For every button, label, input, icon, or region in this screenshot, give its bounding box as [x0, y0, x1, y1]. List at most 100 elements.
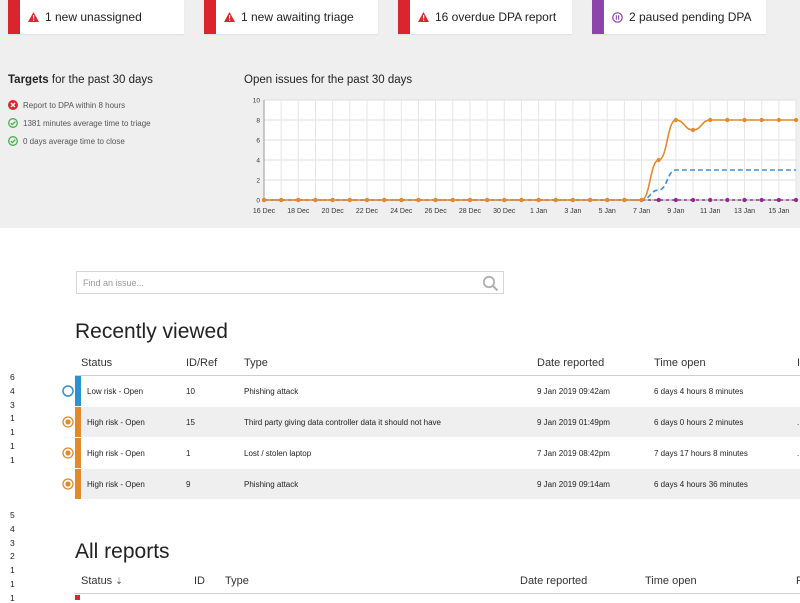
- cell-date: 9 Jan 2019 09:14am: [537, 480, 610, 489]
- alert-color-bar: [8, 0, 20, 34]
- target-item-close: 0 days average time to close: [8, 136, 125, 146]
- table-row[interactable]: High risk - Open 9 Phishing attack 9 Jan 20…: [75, 469, 800, 499]
- search-input[interactable]: [81, 277, 475, 289]
- targets-title: Targets for the past 30 days: [8, 74, 153, 86]
- cell-id: 9: [186, 480, 191, 489]
- alert-card-overdue-dpa[interactable]: 16 overdue DPA report: [398, 0, 572, 34]
- col-header-time-open[interactable]: Time open: [654, 357, 706, 369]
- alert-color-bar: [204, 0, 216, 34]
- data-point: [347, 197, 352, 203]
- cell-date: 9 Jan 2019 01:49pm: [537, 418, 610, 427]
- alert-card-awaiting-triage[interactable]: 1 new awaiting triage: [204, 0, 378, 34]
- data-point: [725, 117, 730, 123]
- data-point: [553, 197, 558, 203]
- x-tick-label: 16 Dec: [253, 208, 276, 215]
- table-row[interactable]: Low risk - Open 10 Phishing attack 9 Jan 20…: [75, 376, 800, 406]
- data-point: [776, 197, 781, 203]
- x-tick-label: 20 Dec: [322, 208, 345, 215]
- data-point: [502, 197, 507, 203]
- high-risk-icon: [62, 447, 74, 459]
- col-header-status[interactable]: Status: [81, 357, 113, 369]
- alert-card-paused[interactable]: 2 paused pending DPA: [592, 0, 766, 34]
- cell-date: 7 Jan 2019 08:42pm: [537, 449, 610, 458]
- search-icon[interactable]: [482, 275, 499, 297]
- y-tick-label: 10: [253, 98, 261, 105]
- data-point: [793, 197, 799, 203]
- col-header-status[interactable]: Status ⇣: [81, 575, 123, 587]
- x-tick-label: 11 Jan: [700, 208, 721, 215]
- x-tick-label: 18 Dec: [287, 208, 310, 215]
- side-count: 1: [10, 565, 15, 576]
- high-risk-icon: [62, 478, 74, 490]
- col-header-date-reported[interactable]: Date reported: [537, 357, 605, 369]
- data-point: [690, 127, 696, 133]
- data-point: [673, 197, 678, 203]
- data-point: [605, 197, 610, 203]
- high-risk-icon: [62, 416, 74, 428]
- x-tick-label: 26 Dec: [425, 208, 448, 215]
- data-point: [296, 197, 301, 203]
- y-tick-label: 2: [256, 178, 260, 185]
- target-item-dpa: Report to DPA within 8 hours: [8, 100, 125, 110]
- x-tick-label: 30 Dec: [493, 208, 516, 215]
- alert-text: 1 new unassigned: [45, 10, 142, 24]
- cell-type[interactable]: Lost / stolen laptop: [244, 449, 312, 458]
- cell-time: 7 days 17 hours 8 minutes: [654, 449, 748, 458]
- warning-icon: [224, 12, 235, 22]
- side-count: 1: [10, 413, 15, 424]
- cell-type[interactable]: Third party giving data controller data …: [244, 418, 442, 427]
- col-header-id[interactable]: ID: [194, 575, 205, 587]
- data-point: [690, 197, 696, 203]
- data-point: [708, 197, 713, 203]
- alert-text: 2 paused pending DPA: [629, 10, 752, 24]
- cell-id: 15: [186, 418, 195, 427]
- side-count: 5: [10, 510, 15, 520]
- col-header-id-ref[interactable]: ID/Ref: [186, 357, 218, 369]
- x-tick-label: 13 Jan: [734, 208, 755, 215]
- col-header-type[interactable]: Type: [244, 357, 268, 369]
- cell-truncated: .: [797, 418, 800, 427]
- cell-time: 6 days 4 hours 8 minutes: [654, 387, 744, 396]
- x-tick-label: 15 Jan: [768, 208, 789, 215]
- data-point: [519, 197, 524, 203]
- cell-type[interactable]: Phishing attack: [244, 480, 299, 489]
- warning-icon: [28, 12, 39, 22]
- x-tick-label: 9 Jan: [667, 208, 684, 215]
- cell-id: 1: [186, 449, 191, 458]
- data-point: [622, 197, 627, 203]
- pause-icon: [612, 11, 623, 23]
- table-header-divider: [75, 593, 800, 594]
- alert-text: 16 overdue DPA report: [435, 10, 557, 24]
- data-point: [587, 197, 593, 203]
- col-header-date-reported[interactable]: Date reported: [520, 575, 588, 587]
- data-point: [656, 197, 661, 203]
- row-status-bar: [75, 407, 81, 437]
- data-point: [742, 197, 747, 203]
- cell-time: 6 days 4 hours 36 minutes: [654, 480, 748, 489]
- col-header-type[interactable]: Type: [225, 575, 249, 587]
- cell-time: 6 days 0 hours 2 minutes: [654, 418, 744, 427]
- col-header-time-open[interactable]: Time open: [645, 575, 697, 587]
- side-count: 3: [10, 399, 15, 410]
- target-item-triage: 1381 minutes average time to triage: [8, 118, 151, 128]
- side-count: 1: [10, 579, 15, 589]
- sort-icon[interactable]: ⇣: [115, 576, 123, 586]
- data-point: [330, 197, 335, 203]
- alert-card-unassigned[interactable]: 1 new unassigned: [8, 0, 184, 34]
- side-count: 4: [10, 385, 15, 396]
- data-point: [793, 117, 799, 123]
- table-row[interactable]: High risk - Open 15 Third party giving dat…: [75, 407, 800, 437]
- side-count: 1: [10, 441, 15, 451]
- data-point: [382, 197, 387, 203]
- cell-status: High risk - Open: [87, 449, 145, 458]
- col-header-truncated: F: [796, 575, 800, 587]
- data-point: [639, 197, 644, 203]
- check-circle-icon: [8, 136, 18, 146]
- table-row[interactable]: High risk - Open 1 Lost / stolen laptop 7 J…: [75, 438, 800, 468]
- x-tick-label: 22 Dec: [356, 208, 379, 215]
- search-box[interactable]: [76, 271, 504, 294]
- data-point: [467, 197, 473, 203]
- cell-type[interactable]: Phishing attack: [244, 387, 299, 396]
- cell-id: 10: [186, 387, 195, 396]
- open-issues-chart: 0 2 4 6 8 10 16 Dec 18 Dec 20 Dec 22 Dec 24 Dec 26 …: [253, 98, 799, 215]
